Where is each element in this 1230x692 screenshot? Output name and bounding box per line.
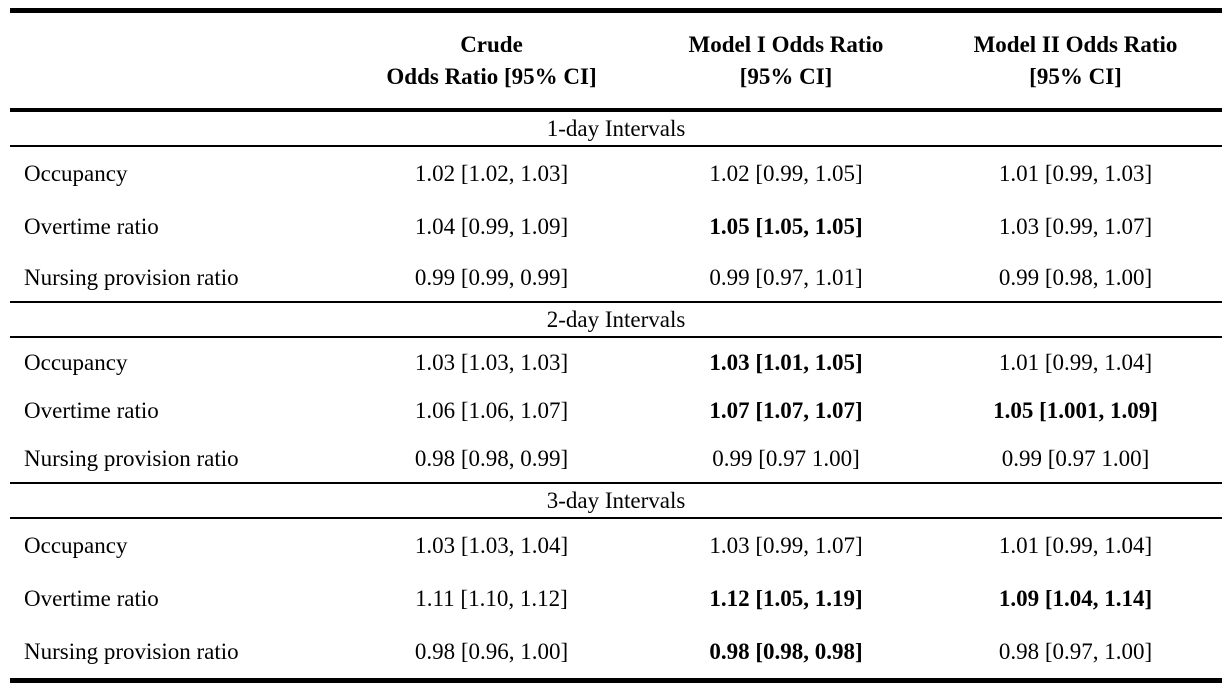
row-label: Overtime ratio	[24, 397, 159, 423]
section-rule	[10, 145, 1222, 147]
model1-value: 1.02 [0.99, 1.05]	[709, 161, 863, 186]
section-title: 1-day Intervals	[546, 116, 686, 141]
top-rule	[10, 8, 1222, 13]
table-row: Overtime ratio 1.11 [1.10, 1.12] 1.12 [1…	[10, 572, 1222, 625]
crude-value: 0.99 [0.99, 0.99]	[414, 264, 569, 290]
model1-value: 1.03 [1.01, 1.05]	[709, 349, 863, 375]
model2-value: 1.05 [1.001, 1.09]	[993, 397, 1158, 423]
header-model2: Model II Odds Ratio [95% CI]	[973, 31, 1178, 89]
row-label: Overtime ratio	[24, 586, 159, 611]
model2-value: 0.99 [0.97 1.00]	[1001, 445, 1150, 471]
section-title: 2-day Intervals	[546, 307, 686, 332]
odds-ratio-table: Crude Odds Ratio [95% CI] Model I Odds R…	[10, 8, 1222, 683]
header-model1: Model I Odds Ratio [95% CI]	[688, 31, 884, 89]
row-label: Nursing provision ratio	[24, 639, 239, 664]
crude-value: 1.02 [1.02, 1.03]	[414, 161, 569, 186]
crude-value: 1.03 [1.03, 1.04]	[414, 533, 569, 558]
model1-value: 1.12 [1.05, 1.19]	[709, 586, 863, 611]
model2-value: 1.01 [0.99, 1.03]	[998, 161, 1153, 186]
row-label: Nursing provision ratio	[24, 264, 239, 290]
table-row: Occupancy 1.03 [1.03, 1.04] 1.03 [0.99, …	[10, 519, 1222, 572]
table-row: Nursing provision ratio 0.98 [0.96, 1.00…	[10, 625, 1222, 678]
model1-value: 1.03 [0.99, 1.07]	[709, 533, 863, 558]
header-crude: Crude Odds Ratio [95% CI]	[386, 31, 597, 89]
model2-value: 1.01 [0.99, 1.04]	[998, 533, 1153, 558]
section-rule	[10, 336, 1222, 338]
row-label: Nursing provision ratio	[24, 445, 239, 471]
crude-value: 1.03 [1.03, 1.03]	[414, 349, 569, 375]
table-row: Nursing provision ratio 0.99 [0.99, 0.99…	[10, 253, 1222, 301]
row-label: Occupancy	[24, 533, 128, 558]
table-row: Overtime ratio 1.06 [1.06, 1.07] 1.07 [1…	[10, 386, 1222, 434]
header-rule	[10, 108, 1222, 112]
section-rule	[10, 482, 1222, 484]
section-rule	[10, 517, 1222, 519]
crude-value: 1.11 [1.10, 1.12]	[415, 586, 568, 611]
header-row: Crude Odds Ratio [95% CI] Model I Odds R…	[10, 13, 1222, 108]
row-label: Occupancy	[24, 161, 128, 186]
model1-value: 0.98 [0.98, 0.98]	[709, 639, 863, 664]
bottom-rule	[10, 678, 1222, 683]
crude-value: 0.98 [0.96, 1.00]	[414, 639, 569, 664]
table-row: Overtime ratio 1.04 [0.99, 1.09] 1.05 [1…	[10, 200, 1222, 253]
model1-value: 1.05 [1.05, 1.05]	[709, 214, 863, 239]
crude-value: 1.06 [1.06, 1.07]	[414, 397, 569, 423]
row-label: Occupancy	[24, 349, 128, 375]
model2-value: 0.99 [0.98, 1.00]	[998, 264, 1153, 290]
row-label: Overtime ratio	[24, 214, 159, 239]
table-row: Occupancy 1.03 [1.03, 1.03] 1.03 [1.01, …	[10, 338, 1222, 386]
table-row: Occupancy 1.02 [1.02, 1.03] 1.02 [0.99, …	[10, 147, 1222, 200]
section-rule	[10, 301, 1222, 303]
model2-value: 1.01 [0.99, 1.04]	[998, 349, 1153, 375]
crude-value: 1.04 [0.99, 1.09]	[414, 214, 569, 239]
model2-value: 1.03 [0.99, 1.07]	[998, 214, 1153, 239]
model1-value: 0.99 [0.97 1.00]	[712, 445, 860, 471]
model1-value: 1.07 [1.07, 1.07]	[709, 397, 863, 423]
crude-value: 0.98 [0.98, 0.99]	[414, 445, 569, 471]
model2-value: 1.09 [1.04, 1.14]	[998, 586, 1153, 611]
model2-value: 0.98 [0.97, 1.00]	[998, 639, 1153, 664]
table-row: Nursing provision ratio 0.98 [0.98, 0.99…	[10, 434, 1222, 482]
section-title: 3-day Intervals	[546, 488, 686, 513]
model1-value: 0.99 [0.97, 1.01]	[709, 264, 863, 290]
